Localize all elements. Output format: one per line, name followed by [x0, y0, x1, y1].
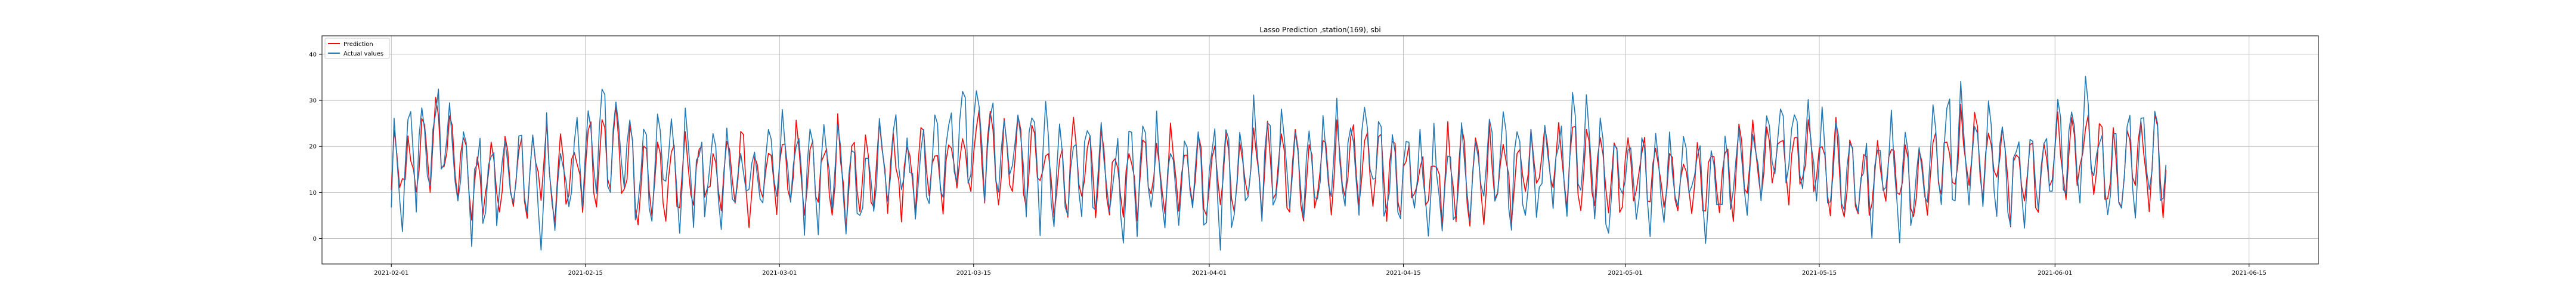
y-tick-label: 20	[309, 144, 317, 150]
legend-label-prediction: Prediction	[343, 41, 373, 48]
x-axis-ticks: 2021-02-01 2021-02-15 2021-03-01 2021-03-15…	[374, 264, 2267, 277]
x-tick-label: 2021-04-01	[1192, 270, 1227, 277]
x-tick-label: 2021-03-15	[956, 270, 991, 277]
legend-box	[324, 38, 390, 59]
x-tick-label: 2021-02-15	[568, 270, 603, 277]
x-tick-label: 2021-03-01	[762, 270, 797, 277]
x-tick-label: 2021-05-15	[1802, 270, 1837, 277]
x-tick-label: 2021-02-01	[374, 270, 408, 277]
y-tick-label: 30	[309, 98, 317, 105]
y-tick-label: 0	[313, 236, 317, 242]
x-tick-label: 2021-06-15	[2232, 270, 2267, 277]
y-tick-label: 40	[309, 51, 317, 58]
series-line-actual-values	[391, 76, 2167, 251]
y-tick-label: 10	[309, 190, 317, 196]
x-tick-label: 2021-04-15	[1386, 270, 1420, 277]
chart-title: Lasso Prediction ,station(169), sbi	[1259, 26, 1380, 34]
legend-label-actual-values: Actual values	[343, 51, 383, 57]
y-axis-ticks: 0 10 20 30 40	[309, 51, 322, 242]
legend: Prediction Actual values	[324, 38, 390, 59]
series-lines	[391, 76, 2167, 251]
plot-area-frame	[321, 35, 2319, 265]
grid-lines	[322, 36, 2318, 264]
x-tick-label: 2021-06-01	[2038, 270, 2072, 277]
x-tick-label: 2021-05-01	[1608, 270, 1642, 277]
